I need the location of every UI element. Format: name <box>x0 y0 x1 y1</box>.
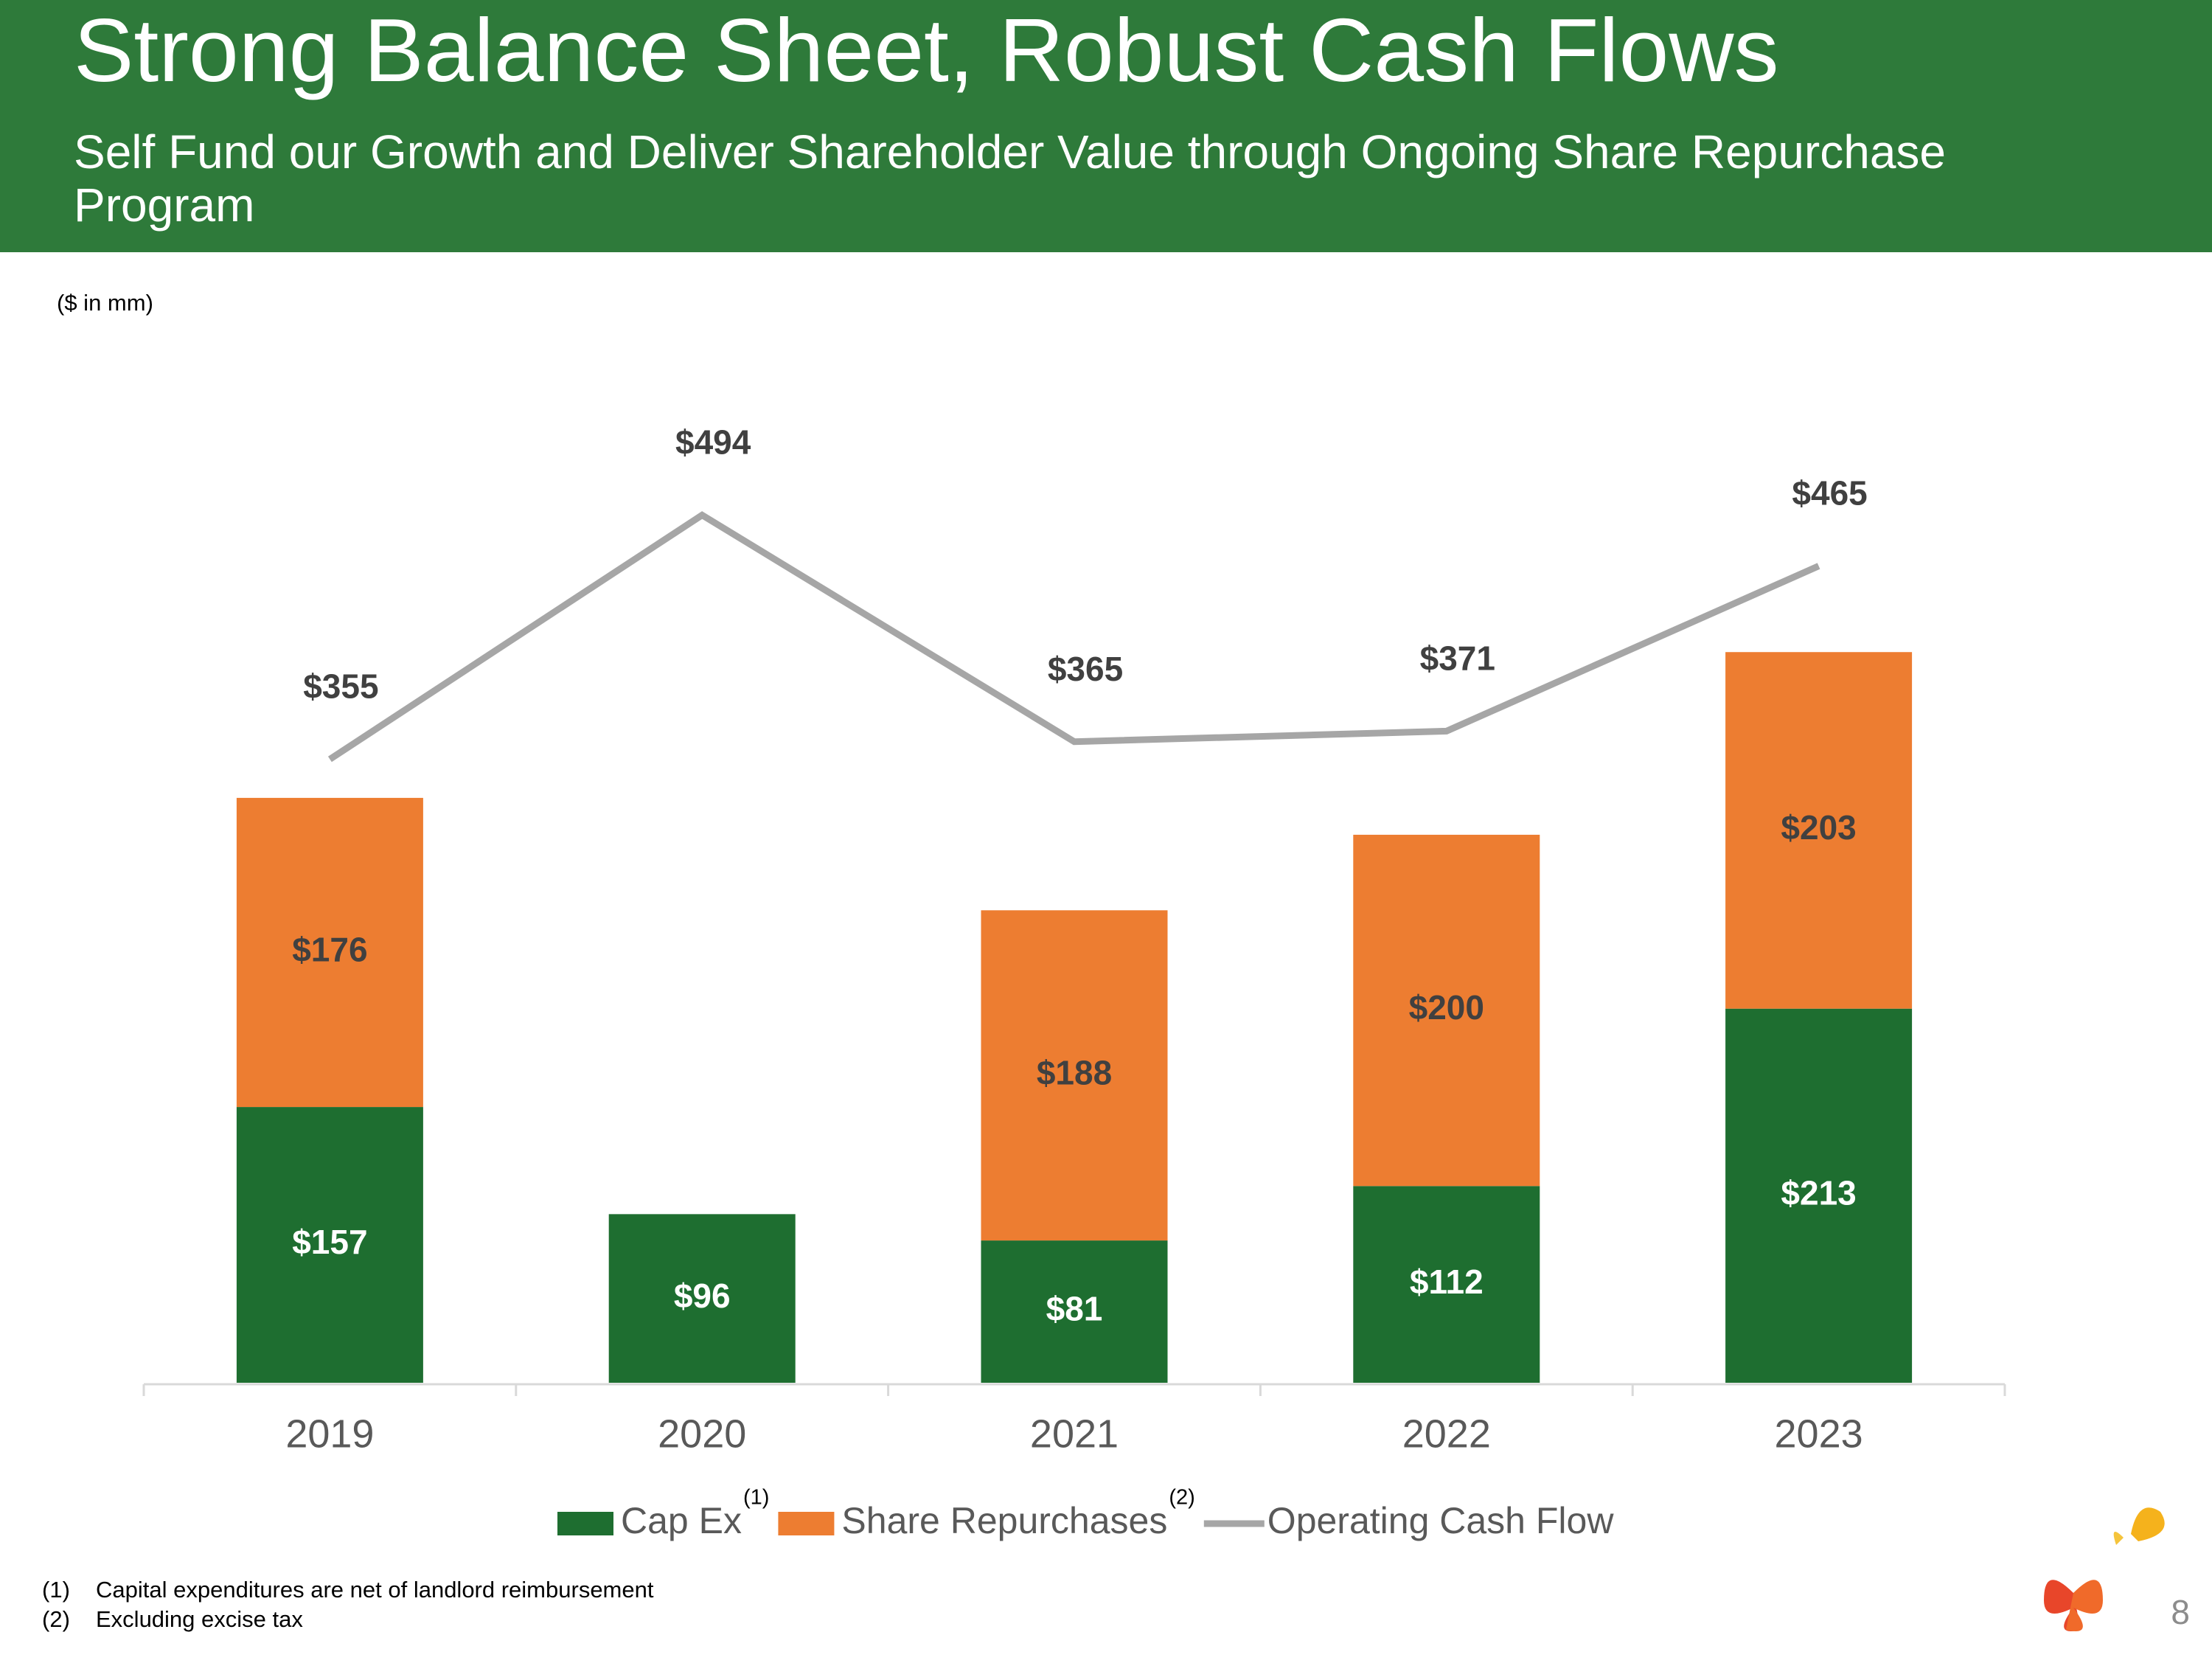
data-label: $188 <box>1037 1053 1112 1091</box>
title: Strong Balance Sheet, Robust Cash Flows <box>74 0 1778 100</box>
data-label: $355 <box>303 667 378 706</box>
data-label: $112 <box>1410 1263 1484 1301</box>
data-label: $365 <box>1048 650 1123 688</box>
bar-segment <box>1725 1008 1913 1383</box>
data-label: $96 <box>674 1277 731 1315</box>
legend-label: Cap Ex <box>621 1500 742 1541</box>
subtitle: Self Fund our Growth and Deliver Shareho… <box>74 125 1946 232</box>
legend-label: Share Repurchases <box>841 1500 1167 1541</box>
units-note: ($ in mm) <box>57 290 153 316</box>
data-label: $203 <box>1781 808 1856 847</box>
legend-label: Operating Cash Flow <box>1267 1500 1615 1541</box>
header-band <box>0 0 2212 252</box>
butterfly-logo <box>2044 1507 2165 1631</box>
x-tick-label: 2022 <box>1402 1412 1491 1456</box>
data-label: $371 <box>1420 639 1495 678</box>
data-label: $176 <box>292 931 367 969</box>
page-number: 8 <box>2171 1593 2190 1631</box>
bar-segment <box>236 797 423 1108</box>
line-series <box>327 511 1820 763</box>
x-tick-label: 2023 <box>1775 1412 1863 1456</box>
x-tick-label: 2020 <box>658 1412 746 1456</box>
legend-swatch <box>557 1512 613 1535</box>
bar-segment <box>236 1107 423 1383</box>
bar-segment <box>608 1214 796 1383</box>
bar-segment <box>1353 1186 1540 1383</box>
legend-footnote-marker: (1) <box>743 1486 769 1510</box>
data-label: $494 <box>675 423 751 462</box>
x-tick-label: 2021 <box>1030 1412 1119 1456</box>
footnote-text: Capital expenditures are net of landlord… <box>96 1577 654 1603</box>
data-label: $200 <box>1409 988 1484 1027</box>
footnote-marker: (1) <box>42 1577 70 1603</box>
legend-swatch <box>778 1512 835 1535</box>
footnote-text: Excluding excise tax <box>96 1606 303 1632</box>
bar-segment <box>981 910 1168 1241</box>
data-label: $81 <box>1046 1290 1103 1328</box>
data-label: $157 <box>292 1223 367 1261</box>
bar-segment <box>981 1240 1168 1383</box>
bar-segment <box>1353 834 1540 1187</box>
legend-footnote-marker: (2) <box>1169 1486 1194 1510</box>
subtitle-box: Self Fund our Growth and Deliver Shareho… <box>74 125 1946 232</box>
data-label: $213 <box>1781 1174 1856 1212</box>
data-label: $465 <box>1792 474 1867 513</box>
x-tick-label: 2019 <box>285 1412 374 1456</box>
bar-segment <box>1725 652 1913 1009</box>
footnote-marker: (2) <box>42 1606 70 1632</box>
